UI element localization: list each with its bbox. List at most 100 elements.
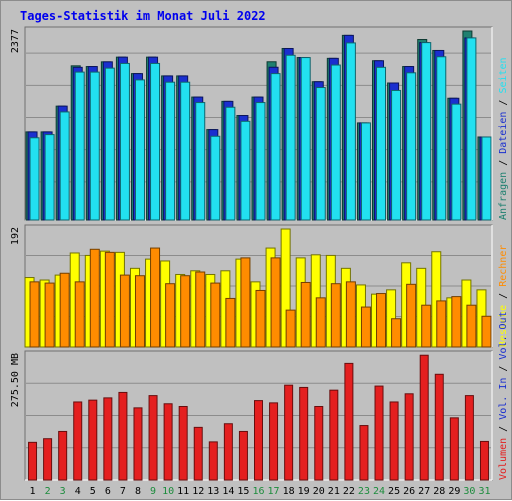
bar-seiten-day-18 [285,54,296,221]
bar-volumen-day-7 [118,391,128,481]
bar-rechner-day-31 [481,315,492,348]
bar-seiten-day-8 [134,79,145,221]
bar-seiten-day-26 [406,72,417,221]
bar-volumen-day-9 [148,395,158,481]
x-tick-label: 25 [388,486,400,497]
x-tick-label: 18 [283,486,295,497]
bar-seiten-day-29 [451,103,462,221]
bar-rechner-day-25 [391,318,402,348]
bar-rechner-day-20 [315,297,326,348]
bar-rechner-day-24 [376,293,387,348]
bar-seiten-day-17 [270,73,281,221]
bar-seiten-day-4 [74,71,85,221]
bar-seiten-day-16 [255,102,266,221]
bar-seiten-day-22 [345,42,356,221]
x-tick-label: 27 [418,486,430,497]
series-legend: Besuche / Rechner [498,245,509,347]
bar-volumen-day-22 [344,362,354,481]
bar-rechner-day-29 [451,296,462,348]
x-tick-label: 15 [237,486,249,497]
bar-rechner-day-17 [270,257,281,348]
bar-rechner-day-6 [104,251,115,348]
bar-volumen-day-4 [73,401,83,481]
scale-label: 192 [10,227,21,245]
bar-seiten-day-30 [466,37,477,221]
bar-volumen-day-5 [88,399,98,481]
x-tick-label: 9 [150,486,156,497]
x-tick-label: 14 [222,486,234,497]
x-tick-label: 11 [177,486,189,497]
bar-seiten-day-1 [29,137,40,221]
bar-rechner-day-19 [300,281,311,348]
bar-seiten-day-28 [436,56,447,221]
bar-seiten-day-14 [225,106,236,221]
bar-seiten-day-21 [330,64,341,221]
bar-rechner-day-12 [195,271,206,348]
bar-rechner-day-16 [255,289,266,348]
bar-volumen-day-30 [464,395,474,481]
legend-entry: / [498,287,509,305]
bar-rechner-day-3 [59,272,70,348]
series-legend: Volumen / Vol. In / Vol. Out [498,311,509,480]
bar-volumen-day-10 [163,403,173,481]
legend-entry: Volumen [498,438,509,480]
legend-entry: / [498,360,509,378]
bar-volumen-day-20 [314,405,324,481]
x-axis: 1 2 3 4 5 6 7 8 9 10 11 12 13 14 15 16 17 18 19 20 21 22 23 24 2… [30,486,491,497]
x-tick-label: 8 [135,486,141,497]
bar-seiten-day-15 [240,120,251,221]
bar-volumen-day-15 [238,430,248,481]
legend-entry: Besuche [498,305,509,347]
bar-volumen-day-8 [133,407,143,481]
bar-volumen-day-16 [254,400,263,481]
bar-rechner-day-5 [89,248,100,348]
x-tick-label: 2 [45,486,51,497]
bar-rechner-day-18 [285,309,296,348]
legend-entry: Seiten [498,57,509,93]
bar-seiten-day-6 [104,67,115,221]
x-tick-label: 13 [207,486,219,497]
bar-volumen-day-24 [374,385,384,481]
bar-volumen-day-11 [178,405,188,481]
bar-volumen-day-12 [193,426,203,481]
legend-entry: Anfragen [498,172,509,220]
scale-label: 275.50 MB [10,353,21,407]
x-tick-label: 3 [60,486,66,497]
bar-seiten-day-31 [481,136,492,221]
x-tick-label: 12 [192,486,204,497]
legend-entry: Vol. Out [498,311,509,359]
bar-rechner-day-7 [119,274,130,348]
bar-rechner-day-10 [165,283,176,348]
bar-seiten-day-19 [300,57,311,221]
bar-volumen-day-31 [479,440,489,481]
legend-entry: / [498,420,509,438]
x-tick-label: 19 [298,486,310,497]
bar-rechner-day-23 [360,306,371,348]
bar-seiten-day-2 [44,134,55,221]
x-tick-label: 28 [433,486,445,497]
panel-requests: 2377 Anfragen / Dateien / Seiten [10,26,509,221]
bar-rechner-day-9 [150,247,161,348]
x-tick-label: 20 [313,486,325,497]
x-tick-label: 21 [328,486,340,497]
bar-rechner-day-27 [421,304,432,348]
x-tick-label: 17 [268,486,280,497]
bar-rechner-day-22 [345,281,356,348]
bar-volumen-day-14 [223,423,233,481]
bar-rechner-day-28 [436,300,447,348]
bar-rechner-day-1 [29,281,40,348]
x-tick-label: 6 [105,486,111,497]
legend-entry: Vol. In [498,378,509,420]
bar-seiten-day-25 [391,89,402,221]
x-tick-label: 22 [343,486,355,497]
bar-seiten-day-3 [59,111,70,221]
bar-rechner-day-2 [44,282,55,348]
x-tick-label: 10 [162,486,174,497]
x-tick-label: 23 [358,486,370,497]
bar-rechner-day-4 [74,281,85,348]
bar-volumen-day-26 [404,393,414,481]
bar-rechner-day-26 [406,283,417,348]
bar-seiten-day-11 [180,81,191,221]
bar-rechner-day-21 [330,283,341,348]
